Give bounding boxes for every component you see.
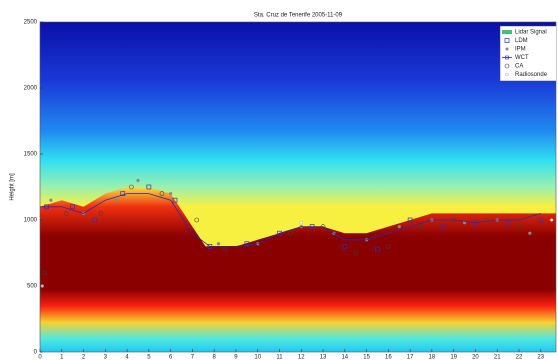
chart-title: Sta. Cruz de Tenerife 2005-11-09 bbox=[254, 13, 343, 19]
x-tick-label: 23 bbox=[537, 355, 544, 360]
y-tick-label: 1000 bbox=[24, 218, 38, 224]
legend-swatch bbox=[502, 30, 512, 34]
ipm-marker bbox=[398, 225, 401, 228]
x-tick-label: 11 bbox=[276, 355, 283, 360]
x-tick-label: 16 bbox=[385, 355, 392, 360]
x-tick-label: 12 bbox=[298, 355, 305, 360]
x-tick-label: 6 bbox=[169, 355, 173, 360]
x-tick-label: 21 bbox=[494, 355, 501, 360]
ipm-marker bbox=[115, 199, 118, 202]
legend-label: Lidar Signal bbox=[515, 30, 547, 36]
ipm-marker bbox=[136, 179, 139, 182]
ipm-marker bbox=[49, 199, 52, 202]
y-tick-label: 2500 bbox=[24, 20, 38, 26]
x-tick-label: 19 bbox=[450, 355, 457, 360]
x-tick-label: 20 bbox=[472, 355, 479, 360]
x-tick-label: 4 bbox=[125, 355, 129, 360]
x-tick-label: 14 bbox=[341, 355, 348, 360]
x-tick-label: 3 bbox=[104, 355, 108, 360]
x-tick-label: 22 bbox=[516, 355, 523, 360]
radiosonde-marker bbox=[300, 221, 303, 224]
x-tick-label: 1 bbox=[60, 355, 64, 360]
y-tick-label: 2000 bbox=[24, 86, 38, 92]
x-tick-label: 17 bbox=[407, 355, 414, 360]
y-tick-label: 1500 bbox=[24, 152, 38, 158]
ipm-marker bbox=[169, 192, 172, 195]
legend-label: CA bbox=[515, 64, 523, 70]
x-tick-label: 8 bbox=[213, 355, 217, 360]
x-tick-label: 10 bbox=[254, 355, 261, 360]
legend-label: Radiosonde bbox=[515, 72, 548, 78]
legend-swatch bbox=[506, 48, 509, 51]
y-tick-label: 500 bbox=[27, 284, 38, 290]
legend-label: IPM bbox=[515, 47, 526, 53]
legend-label: LDM bbox=[515, 38, 528, 44]
x-tick-label: 5 bbox=[147, 355, 151, 360]
radiosonde-marker bbox=[550, 219, 553, 222]
legend: Lidar Signal LDM IPM WCT CA Radiosonde bbox=[500, 26, 558, 81]
x-tick-label: 2 bbox=[82, 355, 86, 360]
x-tick-label: 18 bbox=[429, 355, 436, 360]
ipm-marker bbox=[528, 232, 531, 235]
y-tick-label: 0 bbox=[34, 350, 38, 356]
x-tick-label: 13 bbox=[320, 355, 327, 360]
legend-label: WCT bbox=[515, 55, 529, 61]
x-tick-label: 9 bbox=[234, 355, 238, 360]
x-tick-label: 15 bbox=[363, 355, 370, 360]
y-axis-label: Height [m] bbox=[10, 173, 16, 201]
x-tick-label: 7 bbox=[191, 355, 195, 360]
legend-swatch bbox=[506, 73, 509, 76]
ipm-marker bbox=[217, 242, 220, 245]
x-tick-label: 0 bbox=[38, 355, 42, 360]
page: {"chart_data": {"type": "scatter", "titl… bbox=[0, 0, 558, 360]
chart: Sta. Cruz de Tenerife 2005-11-09 Height … bbox=[0, 0, 558, 360]
